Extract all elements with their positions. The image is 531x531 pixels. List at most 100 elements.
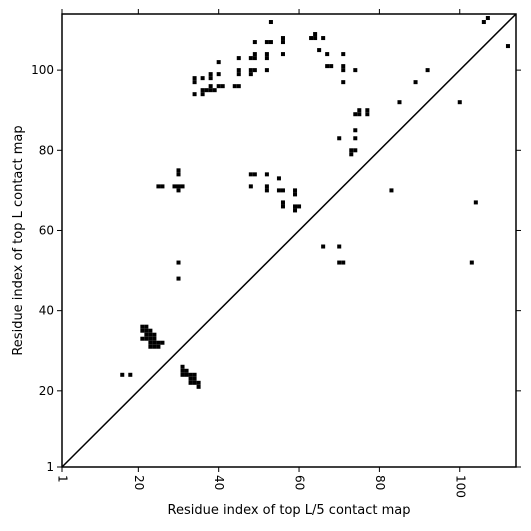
- contact-point: [196, 380, 201, 385]
- contact-point: [176, 172, 181, 177]
- contact-point: [188, 380, 193, 385]
- contact-point: [280, 200, 285, 205]
- contact-point: [280, 36, 285, 41]
- contact-point: [184, 372, 189, 377]
- contact-point: [425, 68, 430, 73]
- contact-point: [180, 364, 185, 369]
- contact-point: [264, 56, 269, 61]
- contact-point: [236, 56, 241, 61]
- contact-point: [188, 376, 193, 381]
- contact-point: [192, 380, 197, 385]
- contact-point: [200, 92, 205, 97]
- contact-point: [341, 64, 346, 69]
- contact-point: [144, 328, 149, 333]
- contact-point: [192, 92, 197, 97]
- contact-point: [220, 84, 225, 89]
- contact-point: [200, 76, 205, 81]
- contact-point: [120, 372, 125, 377]
- contact-point: [341, 68, 346, 73]
- contact-point: [293, 188, 298, 193]
- contact-point: [144, 332, 149, 337]
- contact-point: [481, 20, 486, 25]
- contact-point: [248, 172, 253, 177]
- contact-point: [216, 60, 221, 65]
- contact-point: [216, 84, 221, 89]
- contact-point: [248, 72, 253, 77]
- contact-point: [192, 76, 197, 81]
- contact-point: [248, 184, 253, 189]
- contact-point: [192, 80, 197, 85]
- contact-point: [208, 88, 213, 93]
- contact-point: [208, 84, 213, 89]
- contact-point: [280, 204, 285, 209]
- y-tick-label: 1: [46, 460, 54, 474]
- contact-point: [293, 208, 298, 213]
- contact-point: [353, 136, 358, 141]
- contact-point: [152, 340, 157, 345]
- contact-point: [248, 56, 253, 61]
- contact-point: [208, 72, 213, 77]
- contact-point: [349, 152, 354, 157]
- diagonal-line-layer: [61, 13, 517, 468]
- contact-point: [176, 260, 181, 265]
- contact-point: [353, 148, 358, 153]
- x-tick-label: 80: [373, 475, 387, 490]
- contact-point: [349, 148, 354, 153]
- contact-point: [160, 184, 165, 189]
- contact-point: [148, 344, 153, 349]
- contact-point: [252, 68, 257, 73]
- x-tick-label: 1: [56, 475, 70, 483]
- x-tick-label: 100: [453, 475, 467, 498]
- contact-point: [140, 324, 145, 329]
- contact-point: [337, 244, 342, 249]
- contact-point: [236, 84, 241, 89]
- contact-point: [192, 376, 197, 381]
- contact-point: [176, 188, 181, 193]
- contact-point: [180, 184, 185, 189]
- contact-point: [148, 332, 153, 337]
- contact-point: [293, 204, 298, 209]
- contact-point: [236, 72, 241, 77]
- contact-point: [325, 52, 330, 57]
- contact-point: [152, 336, 157, 341]
- contact-point: [152, 344, 157, 349]
- contact-point: [264, 52, 269, 57]
- contact-point: [176, 168, 181, 173]
- contact-point: [180, 372, 185, 377]
- y-tick-label: 60: [39, 223, 54, 237]
- contact-point: [156, 344, 161, 349]
- x-tick-label: 60: [293, 475, 307, 490]
- plot-frame: [61, 13, 517, 468]
- x-tick-label: 20: [132, 475, 146, 490]
- contact-point: [156, 340, 161, 345]
- contact-point: [329, 64, 334, 69]
- contact-point: [236, 68, 241, 73]
- contact-point: [212, 88, 217, 93]
- contact-point: [160, 340, 165, 345]
- x-axis-label: Residue index of top L/5 contact map: [168, 503, 411, 518]
- contact-point: [144, 336, 149, 341]
- contact-point: [128, 372, 133, 377]
- contact-point: [321, 36, 326, 41]
- y-tick-label: 40: [39, 304, 54, 318]
- contact-point: [473, 200, 478, 205]
- contact-point: [297, 204, 302, 209]
- contact-point: [309, 36, 314, 41]
- contact-point: [505, 44, 510, 49]
- contact-point: [208, 76, 213, 81]
- contact-point: [264, 40, 269, 45]
- contact-point: [248, 68, 253, 73]
- contact-point: [252, 40, 257, 45]
- contact-point: [337, 136, 342, 141]
- x-tick-label: 40: [212, 475, 226, 490]
- contact-point: [280, 188, 285, 193]
- contact-point: [268, 20, 273, 25]
- contact-point: [337, 260, 342, 265]
- contact-point: [341, 52, 346, 57]
- contact-point: [148, 340, 153, 345]
- contact-point: [280, 40, 285, 45]
- y-tick-label: 100: [31, 63, 54, 77]
- contact-point: [148, 328, 153, 333]
- contact-point: [365, 112, 370, 117]
